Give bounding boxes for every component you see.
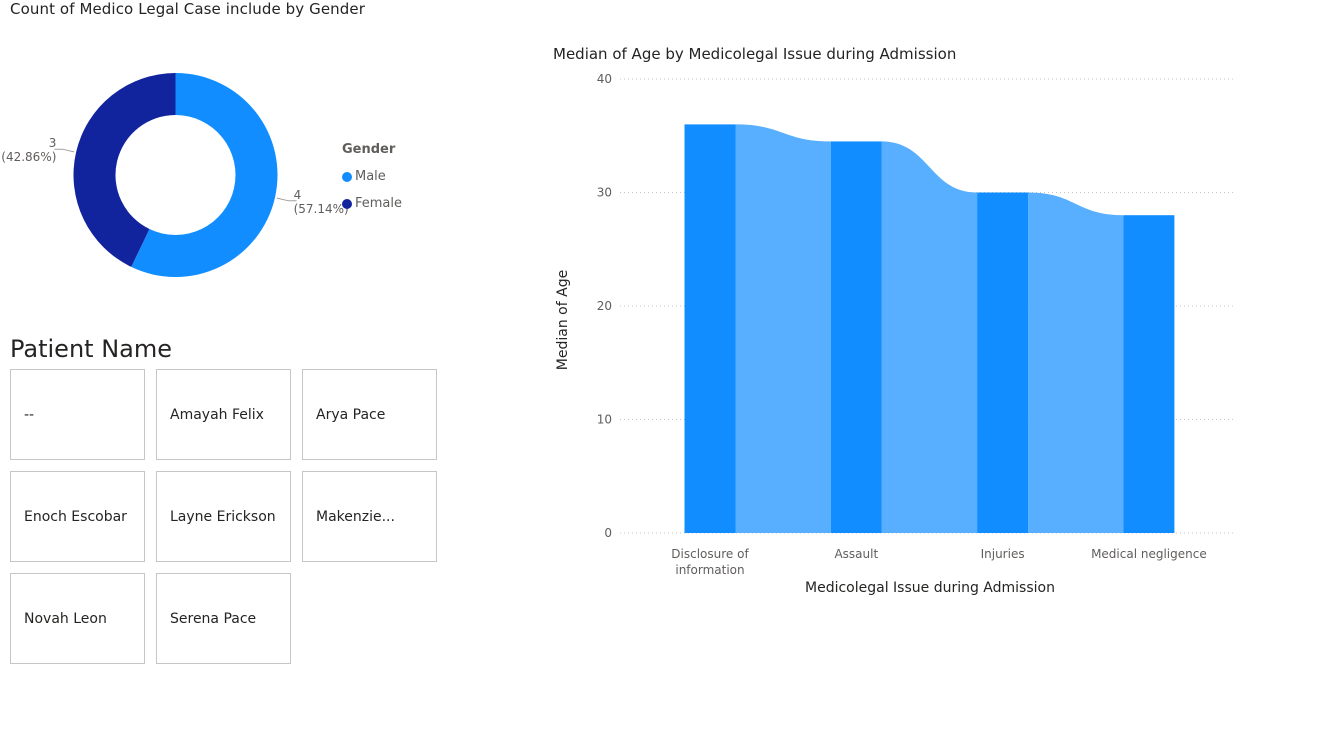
slicer-tile[interactable]: Amayah Felix <box>156 369 291 460</box>
y-axis-title: Median of Age <box>555 270 571 370</box>
donut-leader-line <box>276 197 297 202</box>
x-tick-label: information <box>675 563 744 577</box>
slicer-title: Patient Name <box>10 335 172 363</box>
donut-data-label: 3 <box>49 136 57 150</box>
legend-label-male: Male <box>355 169 386 184</box>
donut-percent-label: (57.14%) <box>294 202 349 216</box>
patient-name-slicer: -- Amayah Felix Arya Pace Enoch Escobar Layn… <box>10 369 450 669</box>
x-tick-label: Medical negligence <box>1091 547 1207 561</box>
donut-legend: Gender Male Female <box>342 142 402 217</box>
x-tick-label: Disclosure of <box>671 547 749 561</box>
bar-chart-title: Median of Age by Medicolegal Issue durin… <box>553 45 957 63</box>
donut-chart-title: Count of Medico Legal Case include by Ge… <box>10 0 365 18</box>
legend-item-male[interactable]: Male <box>342 163 402 190</box>
legend-title: Gender <box>342 142 396 157</box>
slicer-tile[interactable]: Makenzie... <box>302 471 437 562</box>
legend-item-female[interactable]: Female <box>342 190 402 217</box>
donut-data-label: 4 <box>294 188 302 202</box>
slicer-tile[interactable]: Novah Leon <box>10 573 145 664</box>
legend-dot-male <box>342 171 352 182</box>
x-axis-title: Medicolegal Issue during Admission <box>805 580 1055 596</box>
slicer-tile[interactable]: -- <box>10 369 145 460</box>
donut-leader-line <box>54 148 75 153</box>
y-tick-label: 20 <box>597 299 612 313</box>
slicer-tile[interactable]: Layne Erickson <box>156 471 291 562</box>
slicer-tile[interactable]: Serena Pace <box>156 573 291 664</box>
donut-percent-label: (42.86%) <box>1 150 56 164</box>
bar-injuries[interactable] <box>977 192 1029 534</box>
bar-medical-negligence[interactable] <box>1123 215 1175 533</box>
slicer-tile[interactable]: Arya Pace <box>302 369 437 460</box>
legend-label-female: Female <box>355 196 403 211</box>
legend-dot-female <box>342 198 352 209</box>
ribbon-connector[interactable] <box>735 124 831 534</box>
x-tick-label: Assault <box>834 547 878 561</box>
donut-slice-male[interactable] <box>131 73 278 277</box>
y-tick-label: 40 <box>597 72 612 86</box>
y-tick-label: 0 <box>604 526 612 540</box>
x-tick-label: Injuries <box>981 547 1025 561</box>
bar-assault[interactable] <box>830 141 882 534</box>
y-tick-label: 10 <box>597 413 612 427</box>
bar-disclosure-of-information[interactable] <box>684 124 736 534</box>
y-tick-label: 30 <box>597 186 612 200</box>
slicer-tile[interactable]: Enoch Escobar <box>10 471 145 562</box>
ribbon-connector[interactable] <box>1028 192 1124 534</box>
donut-chart: 4(57.14%) 3(42.86%) <box>1 73 349 277</box>
donut-slice-female[interactable] <box>73 73 176 267</box>
median-age-bar-chart: 0 10 20 30 40 Disclosure of information Assault… <box>555 72 1235 596</box>
ribbon-connector[interactable] <box>881 141 978 534</box>
